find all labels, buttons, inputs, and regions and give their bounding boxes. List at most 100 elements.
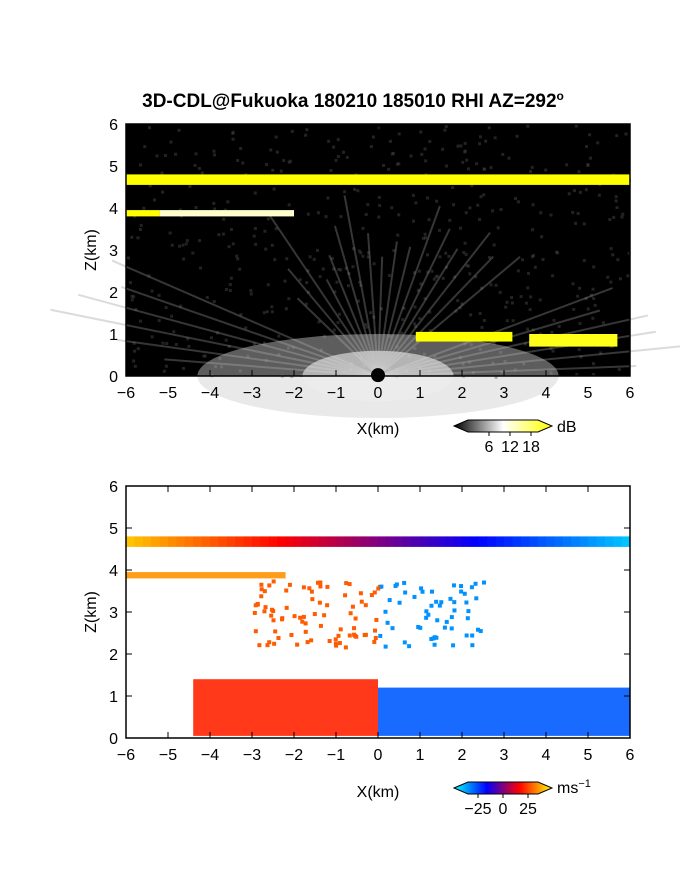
noise-pixel	[277, 352, 281, 356]
noise-pixel	[409, 154, 413, 158]
noise-pixel	[284, 307, 288, 311]
backscatter-y-axis-label: Z(km)	[83, 229, 100, 271]
noise-pixel	[441, 276, 445, 280]
noise-pixel	[136, 236, 140, 240]
noise-pixel	[239, 147, 243, 151]
velocity-pixel	[305, 640, 310, 645]
noise-pixel	[198, 239, 202, 243]
noise-pixel	[364, 322, 368, 326]
x-tick-label: −1	[327, 385, 345, 402]
noise-pixel	[213, 365, 217, 369]
velocity-pixel	[267, 640, 272, 645]
noise-pixel	[187, 344, 191, 348]
noise-pixel	[624, 132, 628, 136]
noise-pixel	[366, 255, 370, 259]
noise-pixel	[160, 171, 164, 175]
x-tick-label: 0	[374, 747, 383, 764]
noise-pixel	[132, 295, 136, 299]
noise-pixel	[444, 265, 448, 269]
velocity-layer-segment	[428, 536, 438, 547]
noise-pixel	[423, 232, 427, 236]
noise-pixel	[444, 251, 448, 255]
noise-pixel	[231, 242, 235, 246]
velocity-pixel	[429, 603, 434, 608]
x-tick-label: −1	[327, 747, 345, 764]
noise-pixel	[212, 201, 216, 205]
noise-pixel	[212, 149, 216, 153]
noise-pixel	[421, 236, 425, 240]
noise-pixel	[608, 218, 612, 222]
x-tick-label: 4	[542, 747, 551, 764]
noise-pixel	[169, 140, 173, 144]
y-tick-label: 6	[109, 479, 118, 496]
noise-pixel	[164, 364, 168, 368]
noise-pixel	[224, 287, 228, 291]
velocity-layer-segment	[277, 536, 287, 547]
velocity-pixel	[449, 626, 454, 631]
noise-pixel	[339, 268, 343, 272]
noise-pixel	[269, 148, 273, 152]
noise-pixel	[372, 315, 376, 319]
noise-pixel	[290, 129, 294, 133]
velocity-layer-segment	[588, 536, 597, 547]
noise-pixel	[423, 297, 427, 301]
noise-pixel	[597, 193, 601, 197]
noise-pixel	[516, 269, 520, 273]
noise-pixel	[584, 145, 588, 149]
noise-pixel	[549, 213, 553, 217]
velocity-layer-segment	[226, 536, 236, 547]
noise-pixel	[270, 243, 274, 247]
noise-pixel	[395, 345, 399, 349]
noise-pixel	[181, 243, 185, 247]
noise-pixel	[501, 152, 505, 156]
noise-pixel	[465, 158, 469, 162]
velocity-pixel	[307, 586, 312, 591]
noise-pixel	[253, 226, 257, 230]
noise-pixel	[463, 149, 467, 153]
noise-pixel	[359, 251, 363, 255]
noise-pixel	[524, 301, 528, 305]
noise-pixel	[265, 310, 269, 314]
noise-pixel	[529, 295, 533, 299]
noise-pixel	[505, 300, 509, 304]
velocity-pixel	[429, 637, 434, 642]
velocity-pixel	[390, 626, 395, 631]
velocity-layer-segment	[621, 536, 631, 547]
noise-pixel	[445, 164, 449, 168]
velocity-pixel	[317, 600, 322, 605]
noise-pixel	[178, 244, 182, 248]
velocity-pixel	[387, 598, 392, 603]
noise-pixel	[579, 355, 583, 359]
noise-pixel	[582, 222, 586, 226]
velocity-pixel	[303, 629, 308, 634]
velocity-layer-segment	[252, 536, 261, 547]
velocity-pixel	[363, 603, 368, 608]
backscatter-ray	[343, 195, 379, 377]
velocity-layer-segment	[336, 536, 345, 547]
noise-pixel	[262, 311, 266, 315]
backscatter-x-axis-label: X(km)	[357, 421, 400, 438]
noise-pixel	[492, 243, 496, 247]
noise-pixel	[239, 313, 243, 317]
noise-pixel	[478, 142, 482, 146]
noise-pixel	[511, 319, 515, 323]
velocity-pixel	[259, 582, 264, 587]
velocity-pixel	[429, 589, 434, 594]
noise-pixel	[164, 154, 168, 158]
noise-pixel	[165, 341, 169, 345]
velocity-layer-segment	[478, 536, 488, 547]
noise-pixel	[578, 322, 582, 326]
noise-pixel	[416, 288, 420, 292]
noise-pixel	[584, 188, 588, 192]
noise-pixel	[575, 373, 579, 377]
velocity-layer-segment	[352, 536, 362, 547]
noise-pixel	[343, 190, 347, 194]
velocity-pixel	[420, 589, 425, 594]
noise-pixel	[186, 337, 190, 341]
backscatter-ray	[267, 213, 379, 377]
velocity-pixel	[374, 617, 379, 622]
noise-pixel	[423, 147, 427, 151]
noise-pixel	[601, 321, 605, 325]
noise-pixel	[367, 251, 371, 255]
